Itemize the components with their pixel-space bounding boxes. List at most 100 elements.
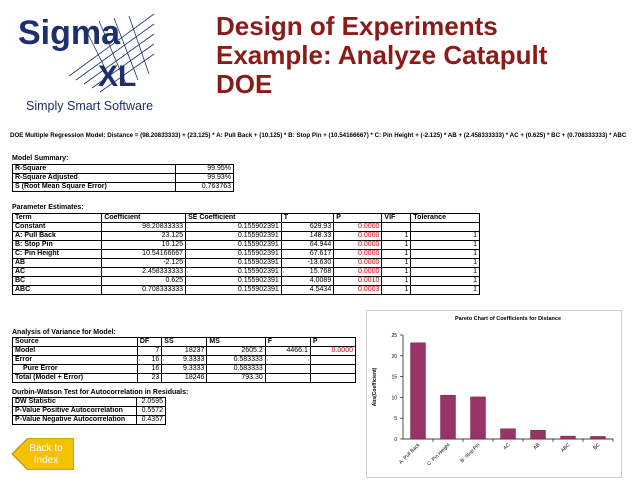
y-tick-label: 20 (391, 354, 397, 360)
table-cell: AC (11, 267, 103, 277)
table-row: Pure Error 16 9.3333 0.583333 (12, 364, 357, 374)
column-header: VIF (381, 213, 412, 223)
table-cell (381, 222, 412, 232)
column-header: DF (136, 337, 163, 347)
x-tick-label: B: Stop Pin (459, 442, 481, 464)
table-row: AB -2.125 0.155902391 -13.630 0.0000 1 1 (11, 258, 480, 268)
table-cell: 629.93 (280, 222, 335, 232)
bar-5 (560, 435, 576, 440)
dw-value: 0.4357 (136, 415, 166, 425)
title-line-2: Example: Analyze Catapult (216, 40, 548, 70)
table-cell: ABC (11, 285, 103, 295)
table-row: P-Value Positive Autocorrelation 0.5572 (11, 406, 166, 416)
table-cell: 0.0000 (333, 258, 383, 268)
table-cell: 1 (410, 231, 480, 241)
table-row: ABC 0.708333333 0.155902391 4.5434 0.0003 1 1 (11, 285, 480, 295)
table-row: AC 2.458333333 0.155902391 15.768 0.0000 1 1 (11, 267, 480, 277)
table-cell: 1 (381, 258, 412, 268)
table-cell: -2.125 (101, 258, 187, 268)
table-cell: 148.33 (280, 231, 335, 241)
pareto-chart: Pareto Chart of Coefficients for Distanc… (366, 310, 622, 478)
logo-xl-text: XL (98, 60, 136, 93)
column-header: MS (206, 337, 266, 347)
table-cell: 2.458333333 (101, 267, 187, 277)
table-cell: 0.583333 (206, 355, 266, 365)
x-tick-label: A: Pull Back (398, 442, 422, 466)
y-tick-label: 25 (391, 333, 397, 339)
summary-label: S (Root Mean Square Error) (11, 182, 177, 192)
table-cell: 9.3333 (161, 355, 208, 365)
table-cell: 15.768 (280, 267, 335, 277)
table-row: BC 0.625 0.155902391 4.0089 0.0010 1 1 (11, 276, 480, 286)
table-header-row: Term Coefficient SE Coefficient T P VIF Tolera… (11, 213, 480, 223)
model-summary-table: R-Square 99.95% R-Square Adjusted 99.93% S (… (11, 164, 234, 192)
summary-value: 0.763763 (175, 182, 234, 192)
dw-value: 2.0595 (136, 397, 166, 407)
table-cell: 18246 (161, 373, 208, 383)
x-tick-label: ABC (560, 442, 572, 454)
table-row: DW Statistic 2.0595 (11, 397, 166, 407)
table-cell: 0.0000 (333, 267, 383, 277)
table-row: S (Root Mean Square Error) 0.763763 (11, 182, 234, 192)
table-cell: 0.155902391 (185, 222, 282, 232)
column-header: F (264, 337, 311, 347)
dw-label: DW Statistic (11, 397, 138, 407)
bar-4 (530, 429, 546, 440)
column-header: Source (12, 337, 138, 347)
table-cell: Error (12, 355, 138, 365)
model-summary-heading: Model Summary: (12, 155, 69, 162)
table-cell: 7 (136, 346, 163, 356)
table-cell: -13.630 (280, 258, 335, 268)
table-cell (410, 222, 480, 232)
table-cell: 1 (410, 285, 480, 295)
slide-title: Design of Experiments Example: Analyze C… (216, 12, 636, 99)
table-row: B: Stop Pin 10.125 0.155902391 64.944 0.0000… (11, 240, 480, 250)
table-cell: 67.617 (280, 249, 335, 259)
bar-0 (410, 342, 426, 440)
pareto-chart-svg: Pareto Chart of Coefficients for Distanc… (372, 316, 614, 468)
x-tick-label: AC (502, 442, 511, 451)
table-cell: 0.0010 (333, 276, 383, 286)
table-cell: 0.0000 (333, 240, 383, 250)
summary-label: R-Square (11, 164, 177, 174)
table-cell (309, 364, 357, 374)
table-cell: 23 (136, 373, 163, 383)
dw-value: 0.5572 (136, 406, 166, 416)
table-cell: BC (11, 276, 103, 286)
bar-1 (440, 394, 456, 440)
table-cell: 9.3333 (161, 364, 208, 374)
y-tick-label: 15 (391, 375, 397, 381)
anova-heading: Analysis of Variance for Model: (12, 329, 116, 336)
table-cell (309, 373, 357, 383)
table-cell: 1 (381, 276, 412, 286)
x-tick-label: C: Pin Height (426, 442, 452, 468)
column-header: SS (161, 337, 208, 347)
table-cell: 0.155902391 (185, 285, 282, 295)
table-cell: 1 (381, 267, 412, 277)
regression-equation: DOE Multiple Regression Model: Distance … (10, 132, 627, 139)
table-cell: 0.155902391 (185, 276, 282, 286)
table-cell: 0.155902391 (185, 258, 282, 268)
y-tick-label: 5 (394, 416, 397, 422)
durbin-watson-heading: Durbin-Watson Test for Autocorrelation i… (12, 389, 189, 396)
back-button-line-2: Index (34, 455, 58, 466)
title-line-1: Design of Experiments (216, 11, 498, 41)
sigmaxl-logo: Sigma XL Simply Smart Software (18, 13, 155, 113)
table-cell: B: Stop Pin (11, 240, 103, 250)
table-cell: 1 (381, 285, 412, 295)
back-to-index-button[interactable]: Back to Index (12, 438, 74, 470)
table-cell: 4466.1 (264, 346, 311, 356)
dw-label: P-Value Negative Autocorrelation (11, 415, 138, 425)
table-cell: 0.0003 (333, 285, 383, 295)
column-header: SE Coefficient (185, 213, 282, 223)
table-cell: 0.0000 (333, 231, 383, 241)
table-cell: 98.20833333 (101, 222, 187, 232)
table-cell: Pure Error (12, 364, 138, 374)
table-cell: 793.30 (206, 373, 266, 383)
column-header: P (309, 337, 357, 347)
dw-label: P-Value Positive Autocorrelation (11, 406, 138, 416)
parameter-estimates-heading: Parameter Estimates: (12, 204, 84, 211)
table-cell: 1 (381, 240, 412, 250)
table-row: Error 16 9.3333 0.583333 (12, 355, 357, 365)
x-tick-label: BC (592, 442, 601, 451)
